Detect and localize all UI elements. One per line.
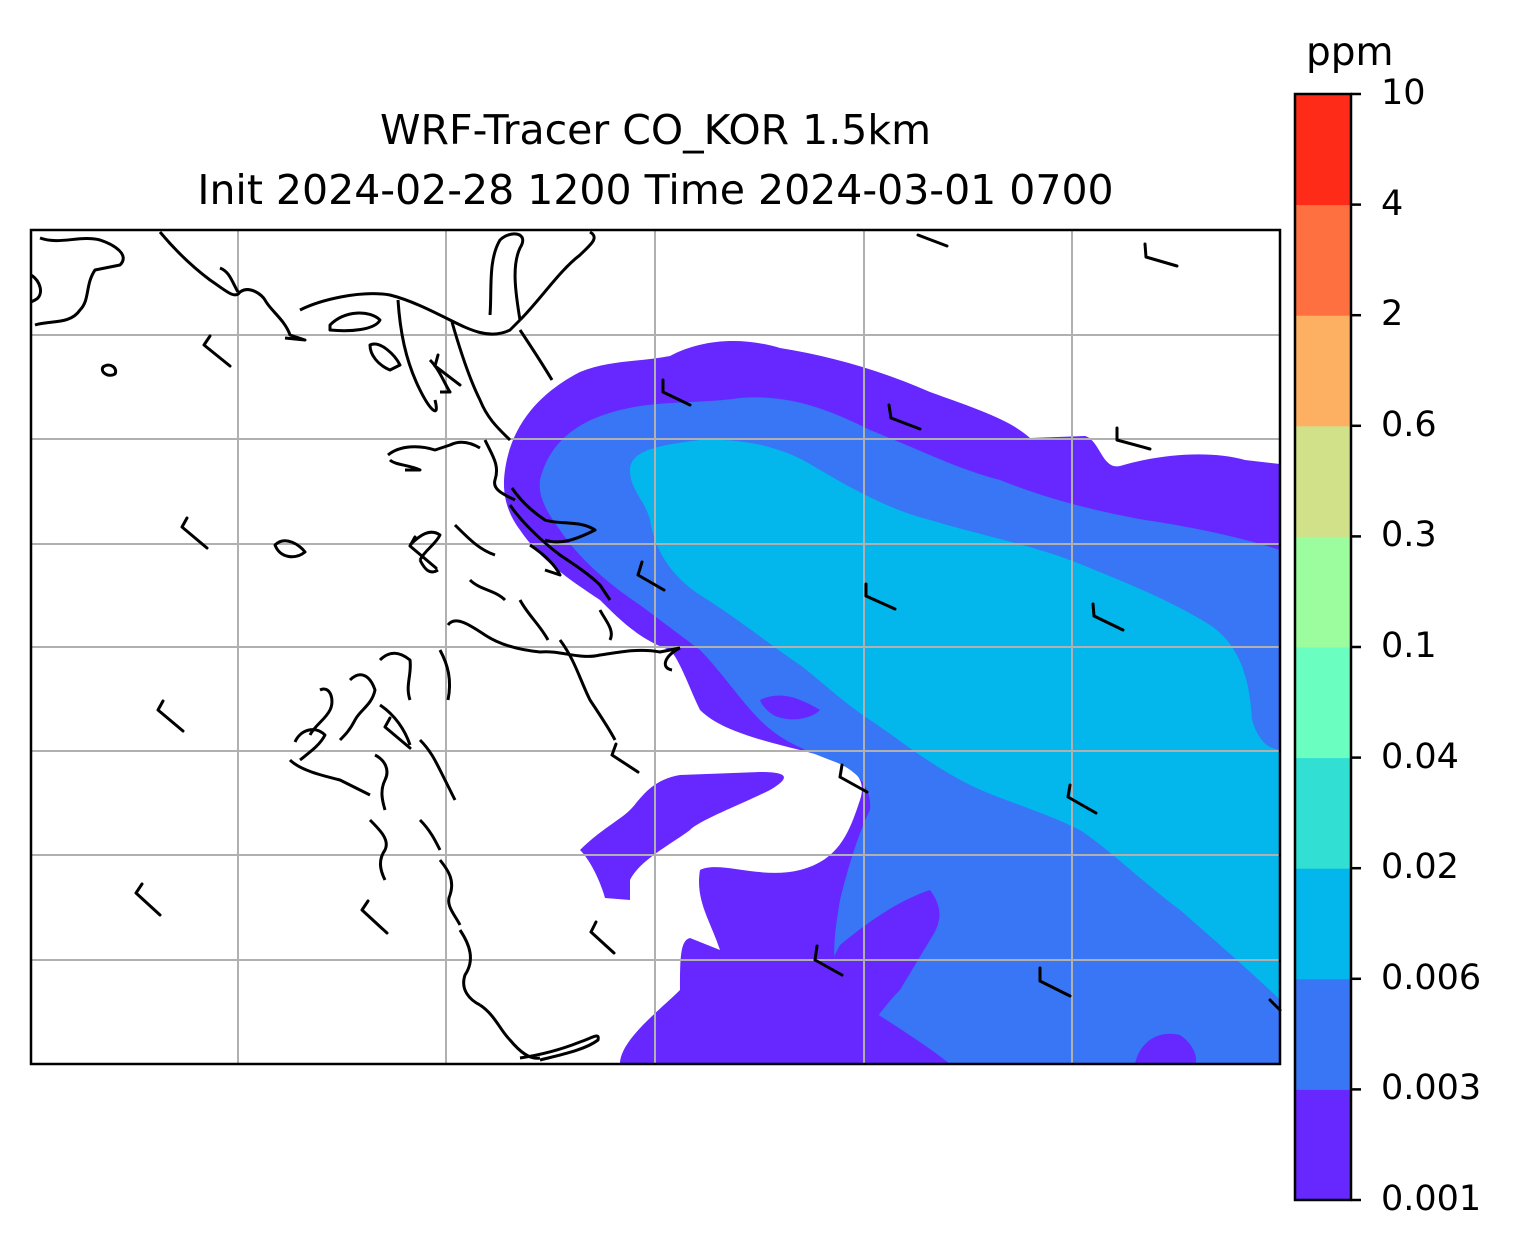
colorbar — [1293, 92, 1361, 1202]
colorbar-segment-6 — [1295, 425, 1351, 537]
coastlines — [31, 230, 681, 1062]
colorbar-segment-0 — [1295, 1089, 1351, 1201]
colorbar-segment-5 — [1295, 536, 1351, 648]
plume-notch — [760, 695, 820, 720]
plume-blob-south — [1135, 1033, 1197, 1064]
colorbar-segment-3 — [1295, 757, 1351, 869]
colorbar-unit-label: ppm — [1306, 30, 1394, 75]
colorbar-segment-7 — [1295, 315, 1351, 427]
colorbar-tick-label: 0.006 — [1381, 957, 1482, 998]
map-title: WRF-Tracer CO_KOR 1.5km — [379, 106, 932, 154]
colorbar-tick-label: 4 — [1381, 183, 1404, 224]
colorbar-segment-9 — [1295, 94, 1351, 206]
colorbar-tick-label: 0.6 — [1381, 404, 1437, 445]
colorbar-tick-label: 0.003 — [1381, 1068, 1482, 1109]
colorbar-tick-label: 0.3 — [1381, 515, 1437, 556]
colorbar-tick-label: 0.04 — [1381, 736, 1459, 777]
colorbar-tick-label: 2 — [1381, 294, 1404, 335]
wind-barbs — [134, 233, 1282, 1012]
colorbar-segment-1 — [1295, 978, 1351, 1090]
colorbar-segment-2 — [1295, 868, 1351, 980]
plume-gap — [818, 890, 940, 1064]
colorbar-tick-label: 0.001 — [1381, 1179, 1482, 1219]
plume-level-3 — [630, 439, 1280, 1000]
concentration-field — [503, 341, 1280, 1064]
map-frame — [29, 228, 1282, 1066]
colorbar-segment-8 — [1295, 204, 1351, 316]
map-subtitle: Init 2024-02-28 1200 Time 2024-03-01 070… — [197, 166, 1114, 214]
plume-patch-south — [580, 772, 784, 900]
colorbar-tick-label: 10 — [1381, 73, 1426, 113]
gridlines — [31, 230, 1280, 1064]
colorbar-tick-label: 0.02 — [1381, 847, 1459, 888]
colorbar-tick-label: 0.1 — [1381, 626, 1437, 666]
colorbar-segment-4 — [1295, 647, 1351, 759]
